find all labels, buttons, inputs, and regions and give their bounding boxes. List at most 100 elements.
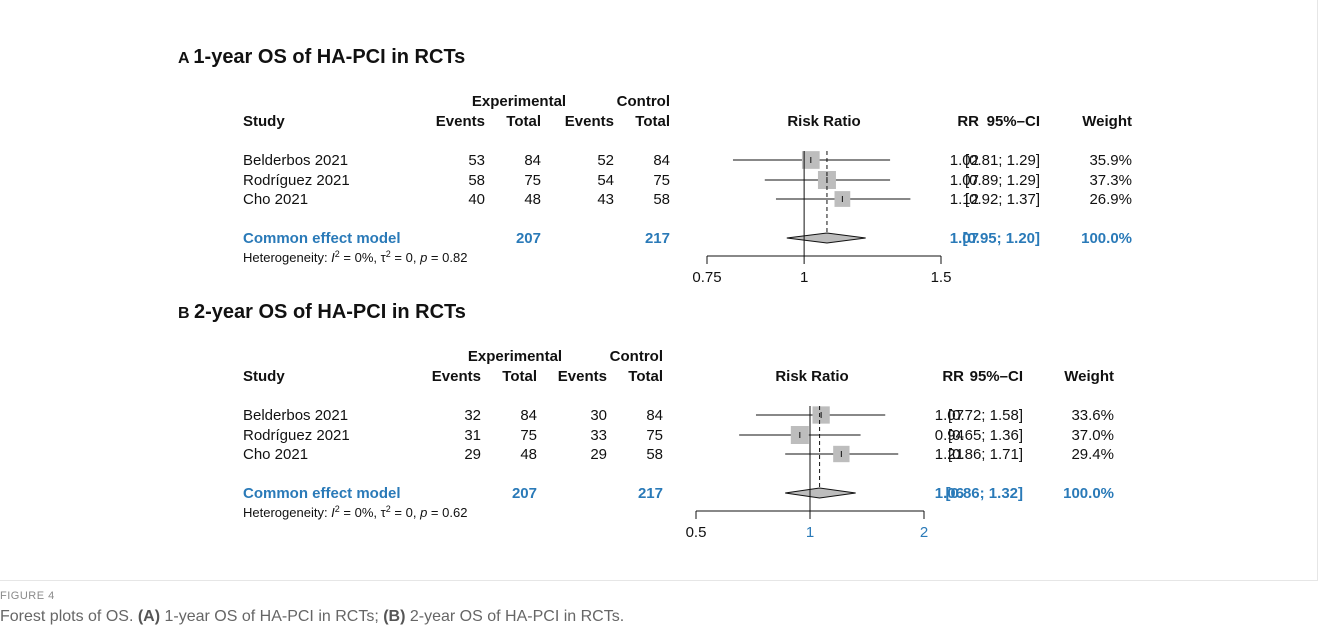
ctl-events: 54 [597,172,614,189]
figure-caption-text: Forest plots of OS. (A) 1-year OS of HA-… [0,608,624,626]
exp-events: 58 [468,172,485,189]
study-rr: 1.12 [950,191,979,208]
heterogeneity-part: I [331,250,335,265]
pooled-weight: 100.0% [1063,485,1114,502]
caption-part-3: (B) [383,608,406,625]
study-weight: 37.0% [1071,427,1114,444]
header-rr: RR [957,113,979,130]
exp-events: 53 [468,152,485,169]
study-weight: 29.4% [1071,446,1114,463]
heterogeneity-part: p [419,505,427,520]
heterogeneity-part: p [419,250,427,265]
caption-part-1: (A) [137,608,161,625]
header-exp-total: Total [506,113,541,130]
x-tick-label: 2 [920,524,928,541]
pooled-ci: [0.95; 1.20] [962,230,1040,247]
header-ctl-total: Total [635,113,670,130]
pooled-diamond [785,487,856,499]
heterogeneity-text: Heterogeneity: I2 = 0%, τ2 = 0, p = 0.62 [243,504,467,520]
study-weight: 26.9% [1089,191,1132,208]
heterogeneity-part: I [331,505,335,520]
heterogeneity-part: Heterogeneity: [243,250,331,265]
forest-plot-figure: A 1-year OS of HA-PCI in RCTs Heterogenei… [178,46,1132,541]
heterogeneity-part: Heterogeneity: [243,505,331,520]
ctl-events: 43 [597,191,614,208]
study-name: Belderbos 2021 [243,407,348,424]
header-ctl-events: Events [558,368,607,385]
caption-part-2: 1-year OS of HA-PCI in RCTs; [160,608,384,625]
study-weight: 33.6% [1071,407,1114,424]
exp-total: 48 [520,446,537,463]
pooled-rr: 1.07 [950,230,979,247]
exp-events: 31 [464,427,481,444]
study-ci: [0.89; 1.29] [965,172,1040,189]
heterogeneity-part: = 0%, τ [340,505,387,520]
figure-label: FIGURE 4 [0,590,55,602]
header-ci: 95%–CI [987,113,1040,130]
heterogeneity-part: = 0%, τ [340,250,387,265]
study-weight: 35.9% [1089,152,1132,169]
panel-letter: A [178,50,193,67]
heterogeneity-part: = 0, [391,505,420,520]
exp-total: 84 [524,152,541,169]
forest-panel-a: A 1-year OS of HA-PCI in RCTs Heterogenei… [178,46,942,265]
header-weight: Weight [1082,113,1132,130]
figure-frame [0,0,1318,581]
panel-title-text: 2-year OS of HA-PCI in RCTs [194,301,466,323]
study-ci: [0.72; 1.58] [948,407,1023,424]
exp-total: 75 [524,172,541,189]
study-name: Cho 2021 [243,446,308,463]
pooled-label: Common effect model [243,485,401,502]
study-name: Belderbos 2021 [243,152,348,169]
study-name: Rodríguez 2021 [243,427,350,444]
header-study: Study [243,368,285,385]
header-risk-ratio: Risk Ratio [775,368,848,385]
header-experimental: Experimental [468,348,562,365]
study-rr: 1.21 [935,446,964,463]
exp-total: 48 [524,191,541,208]
caption-part-0: Forest plots of OS. [0,608,138,625]
panel-letter: B [178,305,194,322]
exp-events: 32 [464,407,481,424]
study-name: Rodríguez 2021 [243,172,350,189]
exp-total: 75 [520,427,537,444]
pooled-weight: 100.0% [1081,230,1132,247]
study-rr: 0.94 [935,427,964,444]
ctl-total: 75 [646,427,663,444]
forest-panel-b: B 2-year OS of HA-PCI in RCTs Heterogenei… [178,301,925,520]
ctl-total: 84 [653,152,670,169]
pooled-ctl-total: 217 [638,485,663,502]
header-study: Study [243,113,285,130]
study-ci: [0.65; 1.36] [948,427,1023,444]
ctl-total: 58 [653,191,670,208]
header-experimental: Experimental [472,93,566,110]
header-ctl-events: Events [565,113,614,130]
ctl-total: 84 [646,407,663,424]
x-tick-label: 1 [806,524,814,541]
x-tick-label: 1 [800,269,808,286]
header-exp-events: Events [436,113,485,130]
study-rr: 1.07 [935,407,964,424]
study-rr: 1.07 [950,172,979,189]
panel-title: B 2-year OS of HA-PCI in RCTs [178,301,466,323]
heterogeneity-part: 2 [335,504,340,514]
caption-part-4: 2-year OS of HA-PCI in RCTs. [405,608,625,625]
heterogeneity-part: 2 [335,249,340,259]
header-weight: Weight [1064,368,1114,385]
ctl-total: 75 [653,172,670,189]
study-name: Cho 2021 [243,191,308,208]
header-ci: 95%–CI [970,368,1023,385]
study-weight: 37.3% [1089,172,1132,189]
heterogeneity-part: = 0.62 [427,505,467,520]
panel-title: A 1-year OS of HA-PCI in RCTs [178,46,465,68]
header-control: Control [610,348,663,365]
pooled-exp-total: 207 [512,485,537,502]
pooled-ctl-total: 217 [645,230,670,247]
x-tick-label: 0.75 [692,269,721,286]
pooled-label: Common effect model [243,230,401,247]
header-rr: RR [942,368,964,385]
pooled-rr: 1.06 [935,485,964,502]
exp-total: 84 [520,407,537,424]
heterogeneity-part: = 0, [391,250,420,265]
header-ctl-total: Total [628,368,663,385]
